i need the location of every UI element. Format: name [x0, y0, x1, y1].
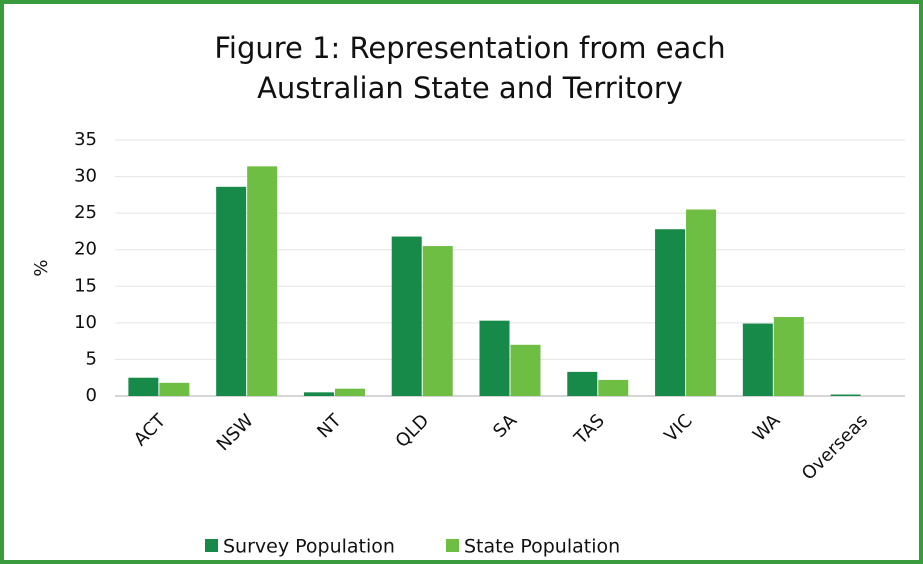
- bar: [830, 394, 861, 396]
- y-tick-label: 5: [86, 348, 97, 369]
- bar: [422, 246, 453, 396]
- y-tick-label: 35: [74, 129, 97, 150]
- bar: [655, 229, 686, 396]
- y-tick-label: 15: [74, 275, 97, 296]
- y-tick-label: 0: [86, 385, 97, 406]
- legend-swatch: [205, 539, 218, 552]
- bar: [303, 392, 334, 396]
- bar: [686, 209, 717, 396]
- bar: [742, 323, 773, 396]
- chart-title: Australian State and Territory: [257, 71, 683, 105]
- y-tick-label: 20: [74, 239, 97, 260]
- y-tick-label: 10: [74, 312, 97, 333]
- bar: [247, 166, 278, 396]
- bar: [216, 186, 247, 396]
- y-axis-label: %: [31, 259, 52, 276]
- legend-swatch: [446, 539, 459, 552]
- bar: [334, 388, 365, 396]
- bar: [479, 320, 510, 396]
- bar: [567, 371, 598, 396]
- bar: [391, 236, 422, 396]
- bar: [773, 317, 804, 396]
- bar: [510, 344, 541, 396]
- chart-title: Figure 1: Representation from each: [214, 31, 725, 65]
- y-tick-label: 30: [74, 166, 97, 187]
- y-tick-label: 25: [74, 202, 97, 223]
- legend-label: State Population: [464, 536, 620, 558]
- bar: [128, 377, 159, 396]
- legend-label: Survey Population: [223, 536, 395, 558]
- bar: [159, 382, 190, 396]
- bar: [598, 379, 629, 396]
